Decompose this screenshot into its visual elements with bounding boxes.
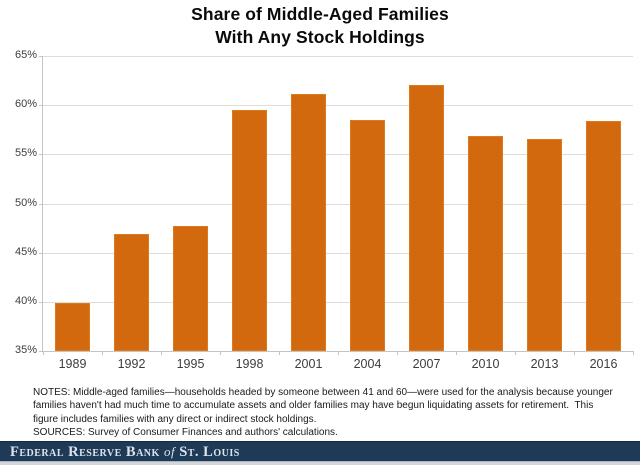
footer-of-word: of (163, 444, 176, 459)
footer-bank-name: Federal Reserve Bank of St. Louis (0, 442, 640, 461)
x-axis-tick-3 (220, 351, 221, 355)
gridline-50 (43, 203, 633, 205)
footer-bank-place: St. Louis (179, 444, 240, 460)
bar-2016 (586, 120, 621, 351)
x-axis-tick-2 (161, 351, 162, 355)
y-axis-tick-50 (39, 203, 43, 205)
x-axis-tick-5 (338, 351, 339, 355)
y-axis-label-65: 65% (14, 49, 37, 61)
x-axis-label-1998: 1998 (235, 357, 264, 371)
x-axis-tick-7 (456, 351, 457, 355)
y-axis-label-50: 50% (14, 196, 37, 209)
x-axis-tick-9 (574, 351, 575, 355)
gridline-65 (43, 56, 633, 57)
y-axis-tick-55 (39, 154, 43, 156)
gridline-60 (43, 105, 633, 107)
chart-title: Share of Middle-Aged Families With Any S… (0, 3, 640, 49)
y-axis-tick-45 (39, 252, 43, 254)
x-axis-label-2013: 2013 (530, 357, 559, 371)
y-axis-tick-35 (39, 351, 43, 352)
bar-2007 (409, 84, 444, 351)
x-axis-label-1995: 1995 (176, 357, 205, 371)
y-axis-label-35: 35% (14, 344, 37, 356)
x-axis-label-1989: 1989 (58, 357, 87, 371)
bar-2001 (291, 94, 326, 351)
x-axis-label-2007: 2007 (412, 357, 441, 371)
bar-1995 (173, 226, 208, 351)
notes-text: NOTES: Middle-aged families—households h… (33, 387, 613, 425)
y-axis-tick-60 (39, 105, 43, 107)
footer-bar: Federal Reserve Bank of St. Louis (0, 441, 640, 461)
bar-1992 (114, 233, 149, 351)
y-axis-tick-40 (39, 301, 43, 303)
x-axis-label-2004: 2004 (353, 357, 382, 371)
x-axis-tick-6 (397, 351, 398, 355)
x-axis-label-2001: 2001 (294, 357, 323, 371)
sources-text: SOURCES: Survey of Consumer Finances and… (33, 427, 338, 439)
y-axis-tick-65 (39, 56, 43, 57)
x-axis-tick-1 (102, 351, 103, 355)
y-axis-label-45: 45% (14, 245, 37, 258)
notes-block: NOTES: Middle-aged families—households h… (33, 386, 637, 440)
footer-bottom-strip (0, 462, 640, 465)
x-axis-label-2016: 2016 (589, 357, 618, 371)
x-axis-label-1992: 1992 (117, 357, 146, 371)
footer-accent-line (0, 461, 640, 462)
bar-1998 (232, 110, 267, 351)
plot-area (43, 56, 633, 352)
chart-title-line-1: Share of Middle-Aged Families (191, 4, 449, 24)
gridline-40 (43, 301, 633, 303)
y-axis-label-60: 60% (14, 98, 37, 111)
x-axis-tick-0 (43, 351, 44, 355)
bar-1989 (55, 302, 90, 351)
gridline-45 (43, 252, 633, 254)
bar-2004 (350, 119, 385, 351)
bar-2013 (527, 138, 562, 351)
x-axis-tick-4 (279, 351, 280, 355)
y-axis-label-40: 40% (14, 294, 37, 307)
x-axis-tick-10 (633, 351, 634, 355)
y-axis-label-55: 55% (14, 147, 37, 160)
x-axis-tick-8 (515, 351, 516, 355)
x-axis-label-2010: 2010 (471, 357, 500, 371)
footer-bank-main: Federal Reserve Bank (10, 444, 160, 460)
bar-2010 (468, 135, 503, 351)
chart-title-line-2: With Any Stock Holdings (215, 27, 425, 47)
gridline-55 (43, 154, 633, 156)
